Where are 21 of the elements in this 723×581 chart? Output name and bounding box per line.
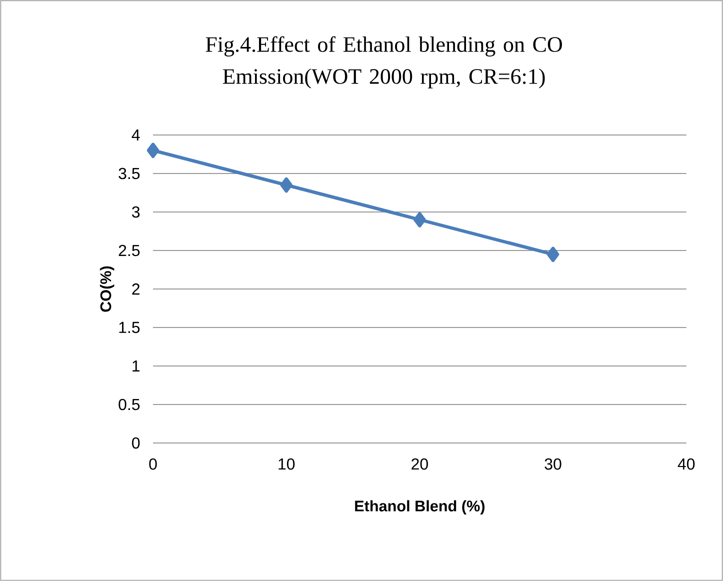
y-tick-label: 1.5: [119, 322, 140, 334]
y-tick-label: 4: [132, 130, 140, 140]
point: [546, 246, 560, 262]
chart-title: Fig.4.Effect of Ethanol blending on CO Emission(WOT 2000 rpm, CR=6:1): [206, 36, 562, 88]
x-tick-label: 30: [544, 458, 562, 470]
x-tick-label: 10: [278, 458, 295, 470]
y-tick-label: 1: [132, 360, 140, 372]
y-axis-title: CO(%): [100, 266, 114, 312]
y-tick-label: 3.5: [118, 168, 140, 180]
y-tick-label: 0.5: [118, 398, 140, 410]
x-tick-label: 0: [149, 458, 157, 470]
x-tick-label: 40: [678, 458, 695, 470]
y-tick-label: 3: [132, 206, 140, 218]
point: [414, 212, 426, 228]
y-tick-label: 2.5: [118, 244, 140, 256]
point: [146, 142, 160, 158]
x-tick-label: 20: [412, 458, 428, 470]
y-tick-label: 0: [132, 437, 140, 449]
x-axis-title: Ethanol Blend (%): [355, 500, 485, 514]
y-tick-label: 2: [132, 283, 140, 295]
point: [280, 177, 293, 193]
